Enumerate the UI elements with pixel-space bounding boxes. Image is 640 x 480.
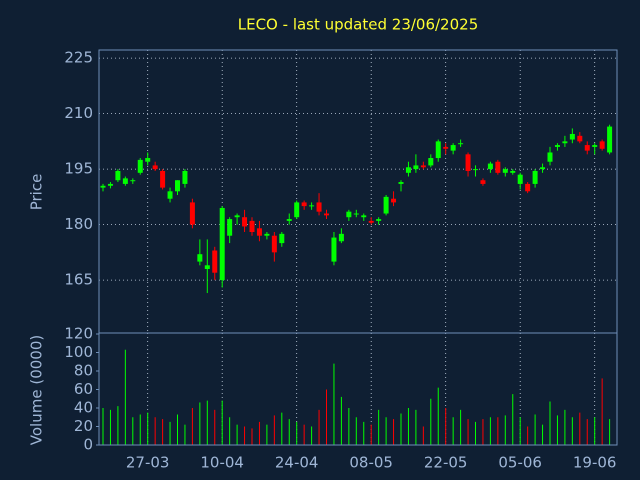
y-tick-label: 210	[64, 104, 93, 122]
candle-body	[450, 145, 456, 151]
candle-body	[212, 250, 218, 273]
candle-body	[405, 167, 411, 173]
y-tick-label: 180	[64, 215, 93, 233]
x-tick-label: 10-04	[200, 454, 244, 472]
candle-body	[137, 159, 143, 173]
candle-body	[562, 141, 568, 144]
candle-body	[443, 146, 449, 149]
price-frame	[98, 49, 618, 334]
candle-body	[353, 213, 359, 215]
candle-body	[487, 163, 493, 170]
x-tick-label: 24-04	[275, 454, 319, 472]
candle-body	[152, 165, 158, 170]
candle-body	[480, 180, 486, 184]
x-tick-label: 22-05	[424, 454, 468, 472]
candle-body	[547, 152, 553, 162]
candle-body	[473, 169, 478, 171]
candle-body	[502, 169, 508, 173]
candle-body	[301, 202, 307, 207]
y2-tick-label: 80	[74, 362, 93, 380]
candle-body	[227, 219, 233, 236]
candle-body	[107, 183, 113, 186]
y2-tick-label: 40	[74, 399, 93, 417]
y2-tick-label: 0	[83, 436, 93, 454]
candle-body	[279, 233, 285, 244]
candle-body	[569, 133, 575, 140]
candle-body	[249, 220, 255, 233]
candle-body	[271, 235, 277, 253]
candle-body	[368, 220, 374, 223]
plot-area	[100, 124, 613, 445]
candle-body	[256, 228, 262, 236]
candle-body	[122, 178, 128, 184]
y2-tick-label: 120	[64, 325, 93, 343]
candle-body	[242, 217, 248, 227]
y2-tick-label: 60	[74, 380, 93, 398]
candle-body	[338, 233, 344, 242]
candle-body	[532, 170, 538, 184]
candle-body	[175, 180, 180, 192]
candle-body	[100, 185, 106, 188]
x-tick-label: 19-06	[573, 454, 617, 472]
candle-body	[160, 170, 166, 188]
candle-body	[428, 158, 434, 166]
candle-body	[554, 145, 560, 147]
candle-body	[376, 219, 382, 221]
candle-body	[130, 180, 136, 182]
candle-body	[234, 215, 240, 218]
candle-body	[510, 170, 516, 173]
candle-body	[420, 165, 426, 168]
y-tick-label: 225	[64, 49, 93, 67]
candle-body	[398, 182, 404, 184]
candle-body	[331, 237, 337, 262]
candle-body	[495, 161, 501, 173]
candle-body	[577, 135, 583, 142]
candle-body	[189, 202, 195, 225]
candle-body	[286, 219, 292, 221]
y2-tick-label: 100	[64, 343, 93, 361]
candle-body	[145, 158, 151, 162]
y-tick-label: 165	[64, 271, 93, 289]
candle-body	[413, 165, 419, 170]
candle-body	[540, 167, 546, 170]
candle-body	[361, 215, 367, 218]
volume-frame	[98, 332, 618, 446]
candle-body	[465, 154, 471, 171]
y2-axis-label: Volume (0000)	[28, 335, 46, 445]
candle-body	[294, 202, 300, 218]
x-tick-label: 08-05	[349, 454, 393, 472]
candle-body	[197, 254, 203, 262]
candle-body	[391, 198, 397, 203]
candle-body	[458, 143, 464, 145]
candle-body	[316, 202, 322, 212]
y2-tick-label: 20	[74, 417, 93, 435]
x-tick-label: 27-03	[126, 454, 170, 472]
y-axis-label: Price	[28, 174, 46, 211]
candle-body	[204, 265, 210, 270]
candle-body	[219, 207, 225, 281]
candle-body	[346, 211, 352, 218]
candle-body	[584, 145, 590, 151]
candle-body	[264, 233, 270, 236]
candle-body	[592, 145, 598, 147]
x-tick-label: 05-06	[498, 454, 542, 472]
candle-body	[607, 126, 613, 153]
grid	[99, 50, 617, 445]
candle-body	[525, 183, 531, 192]
candle-body	[383, 196, 389, 214]
candle-body	[324, 213, 329, 216]
candle-body	[182, 170, 188, 184]
candle-body	[435, 141, 441, 159]
candle-body	[599, 141, 605, 149]
y-tick-label: 195	[64, 160, 93, 178]
candle-body	[167, 191, 173, 199]
chart-title: LECO - last updated 23/06/2025	[238, 16, 478, 34]
candle-body	[115, 170, 121, 181]
candle-body	[517, 174, 523, 184]
candle-body	[309, 205, 315, 207]
